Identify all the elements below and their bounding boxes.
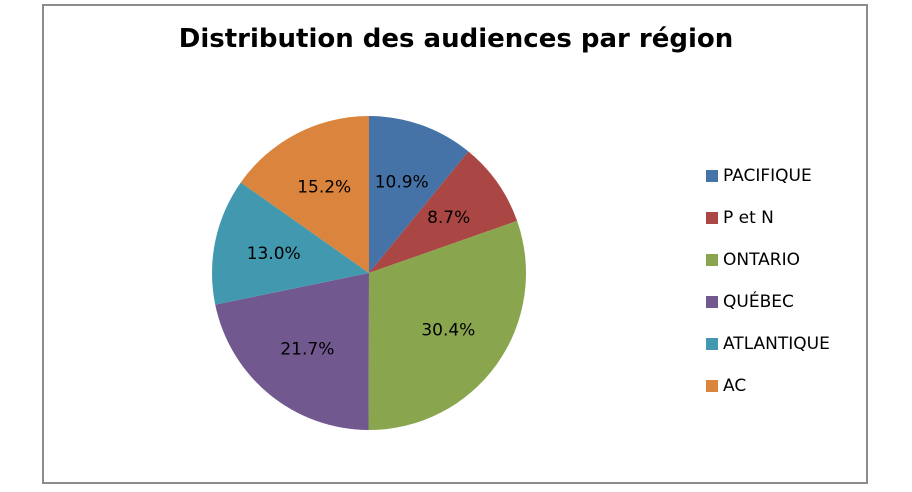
legend: PACIFIQUE P et N ONTARIO QUÉBEC ATLANTIQ… — [706, 155, 830, 407]
pie-slice-pacifique — [369, 116, 469, 273]
chart-title: Distribution des audiences par région — [178, 24, 734, 54]
legend-item-quebec: QUÉBEC — [706, 281, 830, 323]
pie-slice-québec — [215, 273, 369, 430]
legend-item-atlantique: ATLANTIQUE — [706, 323, 830, 365]
legend-swatch — [706, 170, 718, 182]
slice-data-label: 8.7% — [427, 208, 470, 228]
legend-swatch — [706, 296, 718, 308]
pie-slice-atlantique — [212, 182, 369, 305]
legend-label: AC — [723, 376, 747, 396]
legend-item-ac: AC — [706, 365, 830, 407]
legend-item-ontario: ONTARIO — [706, 239, 830, 281]
legend-label: QUÉBEC — [723, 292, 794, 312]
pie-slice-ac — [240, 116, 369, 273]
legend-swatch — [706, 254, 718, 266]
slice-data-label: 15.2% — [297, 178, 351, 198]
pie-slice-p-et-n — [369, 151, 518, 273]
legend-swatch — [706, 212, 718, 224]
slice-data-label: 21.7% — [280, 339, 334, 359]
legend-label: P et N — [723, 208, 774, 228]
pie-slice-ontario — [368, 220, 526, 430]
legend-swatch — [706, 380, 718, 392]
legend-label: PACIFIQUE — [723, 166, 812, 186]
legend-label: ONTARIO — [723, 250, 800, 270]
legend-swatch — [706, 338, 718, 350]
legend-item-pacifique: PACIFIQUE — [706, 155, 830, 197]
slice-data-label: 30.4% — [421, 320, 475, 340]
slice-data-label: 13.0% — [247, 244, 301, 264]
slice-data-label: 10.9% — [375, 172, 429, 192]
legend-label: ATLANTIQUE — [723, 334, 830, 354]
legend-item-p-et-n: P et N — [706, 197, 830, 239]
